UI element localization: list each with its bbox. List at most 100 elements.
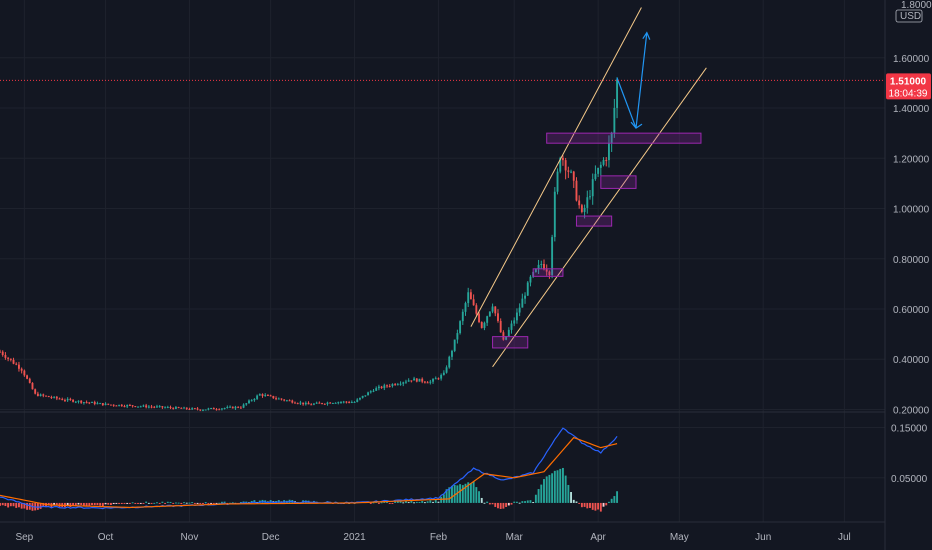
candle-body — [275, 398, 278, 400]
candle-body — [31, 382, 34, 390]
macd-histogram-bar — [74, 502, 77, 507]
candle-body — [72, 399, 75, 402]
macd-histogram-bar — [126, 502, 129, 504]
candle-body — [472, 299, 475, 306]
macd-axis: 0.15000 0.05000 — [891, 424, 928, 485]
support-zone[interactable] — [546, 132, 702, 144]
candle-body — [507, 329, 510, 337]
candle-body — [166, 407, 169, 409]
macd-histogram-bar — [524, 501, 526, 503]
candle-body — [315, 402, 318, 404]
macd-histogram-bar — [453, 484, 456, 503]
support-zone[interactable] — [492, 336, 529, 349]
candle-body — [451, 350, 453, 357]
candle-body — [478, 313, 480, 323]
candle-body — [237, 406, 240, 408]
macd-histogram-bar — [12, 502, 15, 507]
candle-body — [226, 407, 229, 409]
candle-body — [212, 408, 215, 410]
candle-body — [434, 378, 437, 380]
candle-body — [123, 406, 126, 408]
candle-body — [410, 380, 413, 382]
candle-body — [310, 404, 313, 406]
candle-body — [191, 408, 194, 410]
candle-body — [334, 402, 337, 404]
candle-body — [280, 398, 283, 400]
candle-body — [107, 403, 110, 405]
macd-histogram-bar — [494, 502, 497, 507]
candle-body — [4, 354, 7, 358]
candle-body — [218, 409, 221, 411]
macd-histogram-bar — [164, 502, 167, 504]
macd-histogram-bar — [599, 502, 602, 512]
candle-body — [58, 398, 61, 400]
channel-upper-line[interactable] — [470, 7, 642, 327]
candle-body — [99, 403, 102, 405]
time-tick-label: Oct — [98, 532, 114, 543]
candle-body — [432, 378, 434, 382]
time-tick-label: May — [670, 532, 689, 543]
macd-histogram-bar — [215, 502, 218, 504]
candle-body — [248, 400, 250, 404]
candle-body — [61, 399, 64, 401]
candle-body — [269, 395, 272, 397]
currency-label: USD — [900, 11, 921, 22]
candle-body — [386, 385, 388, 387]
candle-body — [193, 408, 196, 410]
macd-histogram-bar — [407, 502, 410, 504]
candle-body — [572, 171, 575, 181]
macd-histogram-bar — [434, 499, 437, 503]
macd-histogram-bar — [55, 502, 58, 506]
candle-body — [256, 395, 259, 399]
candle-body — [540, 264, 543, 266]
candle-body — [183, 407, 185, 409]
candle-body — [367, 392, 370, 396]
macd-histogram-bar — [36, 502, 39, 510]
time-tick-label: Nov — [181, 532, 199, 543]
candle-body — [169, 407, 172, 409]
candle-body — [605, 159, 608, 161]
macd-histogram-bar — [239, 501, 242, 503]
candle-body — [529, 276, 532, 283]
candle-body — [177, 407, 180, 409]
candle-body — [64, 400, 66, 402]
candle-body — [464, 303, 467, 312]
macd-histogram-bar — [72, 502, 75, 506]
macd-histogram-bar — [26, 502, 29, 510]
candle-body — [483, 322, 486, 328]
macd-histogram-bar — [507, 502, 510, 506]
candle-body — [575, 180, 578, 201]
candle-body — [594, 173, 597, 180]
candle-body — [505, 336, 508, 340]
macd-histogram-bar — [521, 501, 524, 503]
candle-body — [164, 407, 167, 409]
candle-body — [150, 406, 153, 408]
candle-body — [134, 406, 137, 408]
price-tick-label: 0.40000 — [893, 355, 930, 366]
candle-body — [340, 402, 342, 404]
macd-histogram-bar — [137, 502, 139, 504]
candle-body — [7, 357, 10, 359]
channel-lower-line[interactable] — [492, 67, 707, 368]
candle-body — [469, 292, 472, 300]
candle-body — [553, 191, 556, 238]
candle-body — [283, 399, 286, 401]
macd-histogram-bar — [475, 487, 478, 503]
drawings[interactable] — [470, 7, 707, 368]
macd-histogram-bar — [405, 500, 407, 503]
support-zone[interactable] — [575, 215, 613, 227]
candle-body — [534, 269, 537, 272]
time-axis[interactable]: Sep Oct Nov Dec 2021 Feb Mar Apr May Jun Jul — [15, 532, 850, 543]
support-zone[interactable] — [600, 175, 637, 189]
support-zone[interactable] — [532, 268, 564, 277]
currency-badge[interactable] — [895, 9, 923, 23]
price-axis[interactable]: 1.80000 USD 1.60000 1.40000 1.20000 1.00000… — [893, 0, 932, 416]
macd-histogram-bar — [607, 501, 610, 503]
macd-histogram-bar — [77, 502, 80, 505]
candle-body — [47, 396, 50, 398]
candle-body — [607, 143, 610, 161]
candle-body — [491, 306, 494, 312]
macd-histogram-bar — [166, 501, 169, 503]
candle-body — [348, 402, 351, 404]
